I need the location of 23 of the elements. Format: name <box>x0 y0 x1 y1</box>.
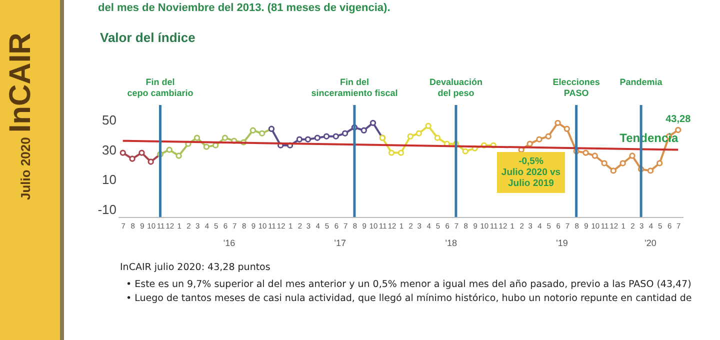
ref-line-label: Fin del cepo cambiario <box>127 77 194 98</box>
chart-title: Valor del índice <box>100 30 196 45</box>
y-tick-label: 10 <box>102 172 116 188</box>
ref-line-label: Pandemia <box>620 77 664 87</box>
y-tick-label: 50 <box>102 112 116 128</box>
text: del mes de Noviembre del 2013. (81 meses de vigencia). <box>98 2 390 14</box>
text: • Luego de tantos meses de casi nula actividad, que llegó al mínimo histórico, hubo un notorio repunte en cantidad de <box>126 293 693 304</box>
annotation: -0,5% Julio 2020 vs Julio 2019 <box>497 152 565 193</box>
text: • Este es un 9,7% superior al del mes anterior y un 0,5% menor a igual mes del año pasado, previo a las PASO (43,47) <box>126 279 692 290</box>
x2-tick-label: '17 <box>334 238 346 248</box>
ref-line-label: Elecciones PASO <box>552 77 600 98</box>
x2-tick-label: '19 <box>556 238 568 248</box>
x2-tick-label: '20 <box>644 238 656 248</box>
x2-tick-label: '18 <box>445 238 457 248</box>
ref-line-label: Fin del sinceramiento fiscal <box>311 77 398 98</box>
annotation: 43,28 <box>666 114 692 125</box>
x2-tick-label: '16 <box>223 238 236 248</box>
text: InCAIR julio 2020: 43,28 puntos <box>120 262 272 273</box>
y-tick-label: 30 <box>102 142 116 158</box>
text: Julio 2020 <box>18 137 33 200</box>
text: InCAIR <box>4 32 37 133</box>
ref-line-label: Devaluación del peso <box>429 77 482 98</box>
y-tick-label: -10 <box>98 202 116 218</box>
